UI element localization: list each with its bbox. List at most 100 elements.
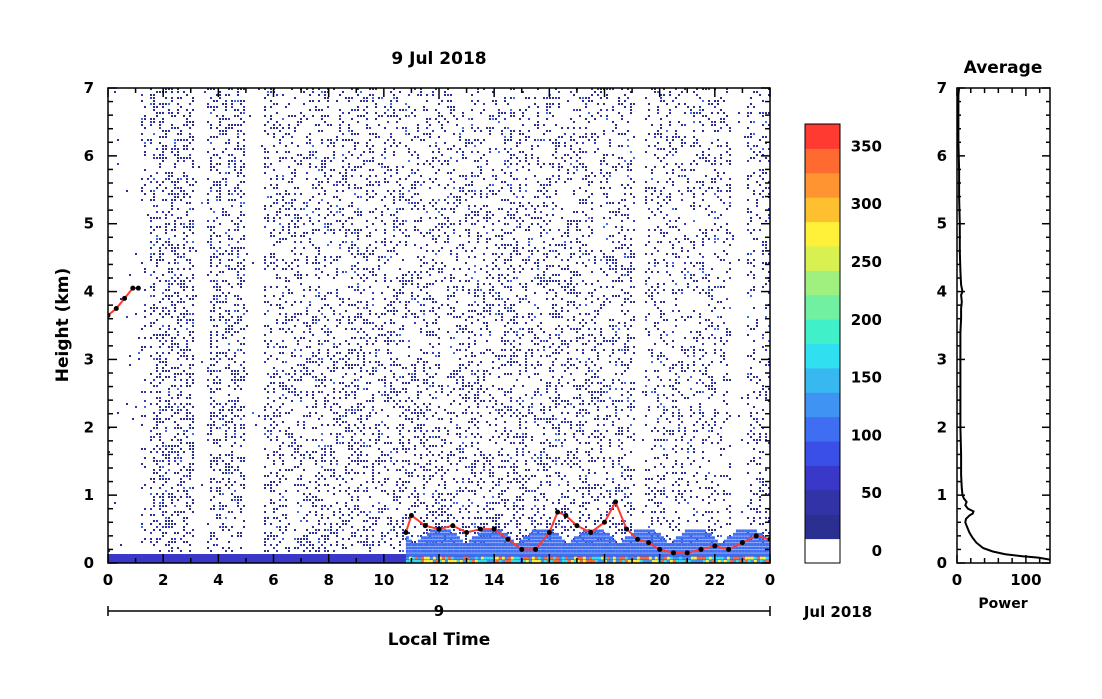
heatmap-cell [423,379,425,381]
heatmap-cell [483,253,485,255]
heatmap-cell [312,184,314,186]
heatmap-cell [423,475,425,477]
heatmap-cell [399,496,401,498]
heatmap-cell [357,109,359,111]
heatmap-cell [432,250,434,252]
heatmap-cell [450,112,452,114]
heatmap-cell [360,451,362,453]
heatmap-cell [180,301,182,303]
heatmap-cell [327,145,329,147]
heatmap-cell [318,286,320,288]
heatmap-cell [387,397,389,399]
heatmap-cell [426,211,428,213]
heatmap-cell [351,337,353,339]
heatmap-cell [354,289,356,291]
heatmap-cell [333,511,335,513]
heatmap-cell [171,514,173,516]
heatmap-cell [270,382,272,384]
heatmap-cell [162,511,164,513]
heatmap-cell [303,454,305,456]
heatmap-cell [297,343,299,345]
heatmap-cell [153,178,155,180]
heatmap-cell [234,382,236,384]
heatmap-cell [462,523,464,525]
heatmap-cell [483,322,485,324]
heatmap-cell [447,454,449,456]
heatmap-cell [498,478,500,480]
heatmap-cell [189,208,191,210]
heatmap-cell [315,376,317,378]
heatmap-cell [240,496,242,498]
heatmap-cell [414,487,416,489]
heatmap-cell [399,280,401,282]
heatmap-cell [150,478,152,480]
heatmap-cell [351,439,353,441]
heatmap-cell [393,373,395,375]
heatmap-cell [381,379,383,381]
heatmap-cell [402,232,404,234]
heatmap-cell [435,523,437,525]
heatmap-cell [213,406,215,408]
heatmap-cell [453,352,455,354]
heatmap-cell [210,262,212,264]
heatmap-cell [174,403,176,405]
heatmap-cell [417,496,419,498]
heatmap-cell [327,97,329,99]
heatmap-cell [189,157,191,159]
heatmap-cell [288,124,290,126]
heatmap-cell [375,517,377,519]
heatmap-cell [486,220,488,222]
heatmap-cell [456,370,458,372]
heatmap-cell [267,265,269,267]
heatmap-cell [453,373,455,375]
heatmap-cell [498,502,500,504]
heatmap-cell [177,253,179,255]
heatmap-cell [168,391,170,393]
heatmap-cell [282,196,284,198]
heatmap-cell [492,466,494,468]
heatmap-cell [231,436,233,438]
heatmap-cell [375,367,377,369]
heatmap-cell [153,472,155,474]
heatmap-cell [180,97,182,99]
heatmap-cell [120,298,122,300]
heatmap-cell [270,262,272,264]
heatmap-cell [357,379,359,381]
heatmap-cell [213,424,215,426]
heatmap-cell [189,331,191,333]
heatmap-cell [282,475,284,477]
heatmap-cell [276,187,278,189]
heatmap-cell [177,319,179,321]
heatmap-cell [351,511,353,513]
heatmap-cell [354,187,356,189]
heatmap-cell [393,448,395,450]
heatmap-cell [318,418,320,420]
heatmap-cell [414,370,416,372]
heatmap-cell [462,115,464,117]
heatmap-cell [234,433,236,435]
heatmap-cell [423,319,425,321]
heatmap-cell [357,301,359,303]
heatmap-cell [156,235,158,237]
heatmap-cell [156,460,158,462]
heatmap-cell [420,424,422,426]
heatmap-cell [225,421,227,423]
heatmap-cell [150,286,152,288]
heatmap-cell [405,487,407,489]
heatmap-cell [327,139,329,141]
heatmap-cell [429,409,431,411]
heatmap-cell [276,358,278,360]
heatmap-cell [339,247,341,249]
heatmap-cell [438,484,440,486]
heatmap-cell [357,133,359,135]
heatmap-cell [351,391,353,393]
heatmap-cell [168,445,170,447]
heatmap-cell [444,481,446,483]
heatmap-cell [171,304,173,306]
heatmap-cell [297,490,299,492]
heatmap-cell [174,292,176,294]
heatmap-cell [381,532,383,534]
heatmap-cell [240,535,242,537]
heatmap-cell [483,307,485,309]
heatmap-cell [243,328,245,330]
